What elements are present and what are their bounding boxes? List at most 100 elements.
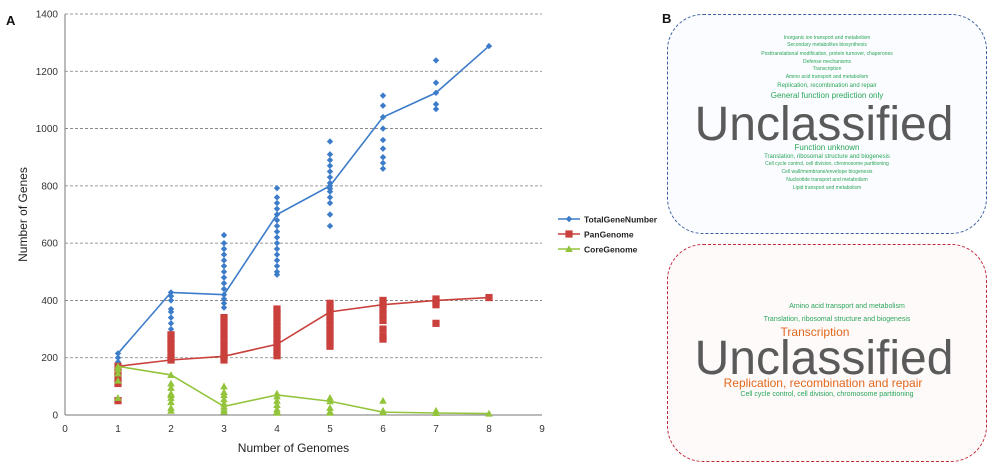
pangenome-point [326,334,334,342]
coregenome-point [114,369,122,377]
totalgenenumber-point [326,222,334,230]
cloud-word: Translation, ribosomal structure and bio… [763,316,911,323]
cloud-word: Cell cycle control, cell division, chrom… [765,161,889,167]
pangenome-point [220,325,228,333]
coregenome-point [167,371,175,378]
coregenome-point [326,408,334,416]
pangenome-point [273,314,281,322]
coregenome-point [432,409,440,417]
coregenome-line [117,365,490,415]
cloud-word: General function prediction only [770,91,884,100]
coregenome-point [326,397,334,405]
cloud-word: Transcription [812,66,842,72]
totalgenenumber-point [220,251,228,258]
pangenome-point [273,348,281,356]
totalgenenumber-point [432,105,440,113]
pangenome-point [167,335,175,343]
pangenome-point [167,356,175,364]
totalgenenumber-point [432,57,440,64]
totalgenenumber-point [167,289,175,296]
y-tick-label: 1400 [36,10,59,21]
totalgenenumber-point [220,262,228,270]
legend-label-totalgenenumber: TotalGeneNumber [584,215,658,225]
totalgenenumber-point [167,297,175,304]
pangenome-point [273,331,281,339]
totalgenenumber-point [273,262,281,270]
legend-marker-coregenome [565,245,573,253]
totalgenenumber-point [432,89,440,96]
cloud-word: Translation, ribosomal structure and bio… [764,154,890,160]
totalgenenumber-point [273,245,281,253]
pan-cloud-words: Amino acid transport and metabolism Trans… [676,253,978,453]
totalgenenumber-point [220,291,228,298]
totalgenenumber-point [220,245,228,253]
coregenome-point [379,396,387,404]
totalgenenumber-point [273,199,281,207]
totalgenenumber-point [432,79,440,86]
coregenome-point [485,409,493,417]
y-tick-label: 400 [41,296,58,307]
totalgenenumber-point [379,159,387,167]
panel-a-label: A [6,13,16,28]
x-tick-label: 0 [62,424,68,435]
x-tick-label: 4 [274,424,280,435]
totalgenenumber-point [220,295,228,303]
coregenome-point [273,392,281,400]
cloud-word: Amino acid transport and metabolism [789,303,905,310]
cloud-word: Replication, recombination and repair [777,83,877,89]
x-tick-label: 3 [221,424,227,435]
panel-b-label: B [662,11,672,26]
y-tick-label: 800 [41,181,58,192]
totalgenenumber-point [485,42,493,50]
pangenome-point [326,299,334,307]
totalgenenumber-point [167,325,175,333]
totalgenenumber-point [114,354,122,361]
pangenome-point [273,318,281,326]
cloud-word: Cell wall/membrane/envelope biogenesis [781,169,873,175]
coregenome-point [220,407,228,415]
pangenome-point [273,309,281,317]
totalgenenumber-point [273,194,281,201]
coregenome-point [273,401,281,409]
totalgenenumber-point [379,125,387,132]
totalgenenumber-point [273,228,281,235]
totalgenenumber-point [273,217,281,224]
pangenome-point [167,348,175,356]
pan-genome-word-cloud: Amino acid transport and metabolism Trans… [667,244,987,462]
legend-label-pangenome: PanGenome [584,230,634,240]
pangenome-point [432,301,440,309]
totalgenenumber-point [220,274,228,281]
cloud-word: Cell cycle control, cell division, chrom… [740,391,914,398]
totalgenenumber-point [167,292,175,300]
totalgenenumber-point [220,280,228,287]
totalgenenumber-point [167,314,175,321]
totalgenenumber-point [167,320,175,327]
pangenome-point [273,322,281,330]
pangenome-point [273,352,281,360]
pangenome-point [220,319,228,327]
pangenome-point [220,348,228,356]
pangenome-point [220,336,228,345]
pangenome-point [379,301,387,309]
cloud-word: Nucleotide transport and metabolism [786,177,868,183]
pangenome-point [220,331,228,339]
y-tick-label: 0 [52,411,58,422]
y-tick-label: 1000 [36,124,59,135]
totalgenenumber-point [273,211,281,218]
totalgenenumber-point [273,257,281,264]
cloud-word: Function unknown [794,143,860,152]
cloud-word: Amino acid transport and metabolism [785,74,869,80]
coregenome-point [167,394,175,401]
pangenome-point [326,338,334,346]
totalgenenumber-point [326,162,334,170]
totalgenenumber-point [273,205,281,212]
cloud-word: Transcription [780,325,850,339]
pangenome-point [379,325,387,333]
core-genome-word-cloud: Inorganic ion transport and metabolism Se… [667,14,987,234]
coregenome-point [220,382,228,390]
pangenome-point [273,335,281,343]
cloud-word: Secondary metabolites biosynthesis [787,42,867,48]
cloud-word: Lipid transport and metabolism [792,185,862,191]
totalgenenumber-point [220,257,228,264]
totalgenenumber-point [326,168,334,175]
